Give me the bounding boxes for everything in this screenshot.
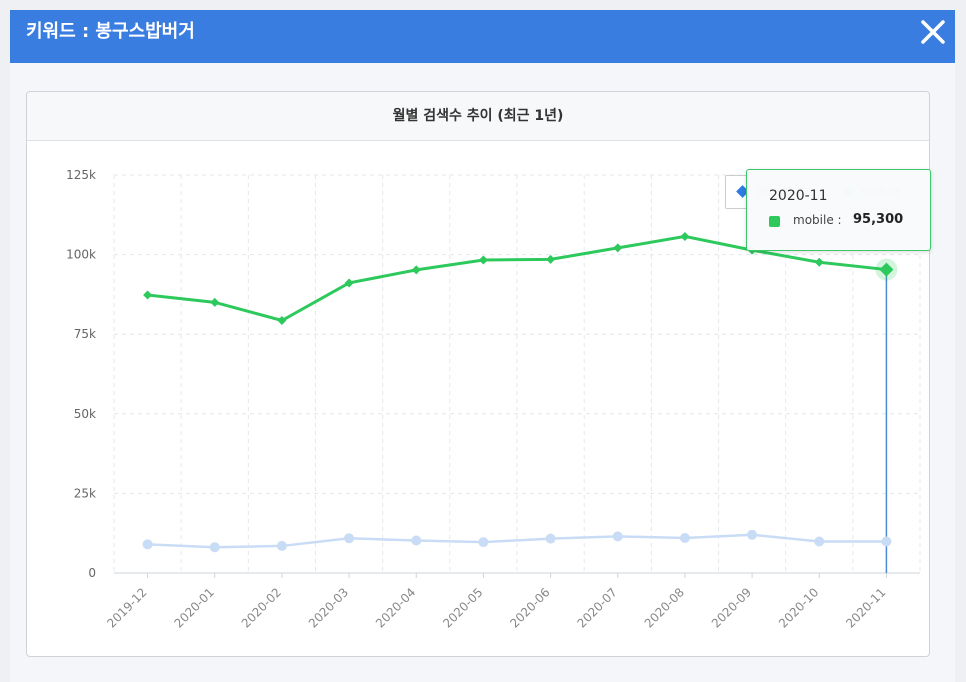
x-tick-label: 2020-05 [440, 585, 485, 630]
tooltip-series-label: mobile : [793, 213, 842, 227]
y-tick-label: 125k [66, 168, 96, 182]
chart-tooltip: 2020-11 mobile : 95,300 [746, 169, 931, 251]
data-point-desktop [478, 537, 489, 548]
x-tick-label: 2020-09 [709, 585, 754, 630]
y-tick-label: 25k [74, 486, 96, 500]
data-point-mobile [613, 243, 623, 253]
y-tick-label: 50k [74, 407, 96, 421]
modal-header: 키워드 : 봉구스밥버거 [10, 10, 955, 63]
data-point-desktop [679, 532, 690, 543]
tooltip-title: 2020-11 [769, 188, 828, 204]
data-point-mobile [344, 278, 354, 288]
data-point-mobile [546, 254, 556, 264]
data-point-mobile [210, 297, 220, 307]
chart-title: 월별 검색수 추이 (최근 1년) [392, 108, 564, 124]
data-point-desktop [747, 529, 758, 540]
data-point-mobile [879, 262, 894, 277]
data-point-desktop [881, 536, 892, 547]
x-tick-label: 2019-12 [104, 585, 149, 630]
close-icon[interactable] [917, 16, 949, 48]
x-tick-label: 2020-02 [239, 585, 284, 630]
data-point-mobile [814, 257, 824, 267]
chart-panel-header: 월별 검색수 추이 (최근 1년) [27, 92, 929, 141]
data-point-desktop [411, 535, 422, 546]
tooltip-value: 95,300 [853, 212, 904, 227]
data-point-desktop [142, 539, 153, 550]
data-point-desktop [814, 536, 825, 547]
data-point-desktop [545, 533, 556, 544]
y-tick-label: 100k [66, 248, 96, 262]
series-line-mobile [147, 234, 887, 323]
data-point-desktop [612, 531, 623, 542]
data-point-mobile [680, 231, 690, 241]
x-tick-label: 2020-04 [373, 585, 418, 630]
y-tick-label: 0 [88, 566, 96, 580]
modal-title: 키워드 : 봉구스밥버거 [26, 21, 195, 42]
x-tick-label: 2020-07 [575, 585, 620, 630]
tooltip-series-name: mobile [793, 213, 834, 227]
data-point-desktop [344, 533, 355, 544]
x-tick-label: 2020-08 [642, 585, 687, 630]
x-tick-label: 2020-01 [172, 585, 217, 630]
data-point-mobile [143, 290, 153, 300]
tooltip-series-swatch [769, 216, 780, 227]
data-point-desktop [209, 542, 220, 553]
tooltip-separator: : [837, 213, 842, 227]
x-tick-label: 2020-06 [507, 585, 552, 630]
x-tick-label: 2020-10 [776, 585, 821, 630]
data-point-mobile [277, 316, 287, 326]
x-tick-label: 2020-03 [306, 585, 351, 630]
data-point-desktop [276, 540, 287, 551]
data-point-mobile [478, 255, 488, 265]
y-tick-label: 75k [74, 327, 96, 341]
x-tick-label: 2020-11 [843, 585, 888, 630]
data-point-mobile [411, 265, 421, 275]
series-line-desktop [147, 533, 887, 549]
